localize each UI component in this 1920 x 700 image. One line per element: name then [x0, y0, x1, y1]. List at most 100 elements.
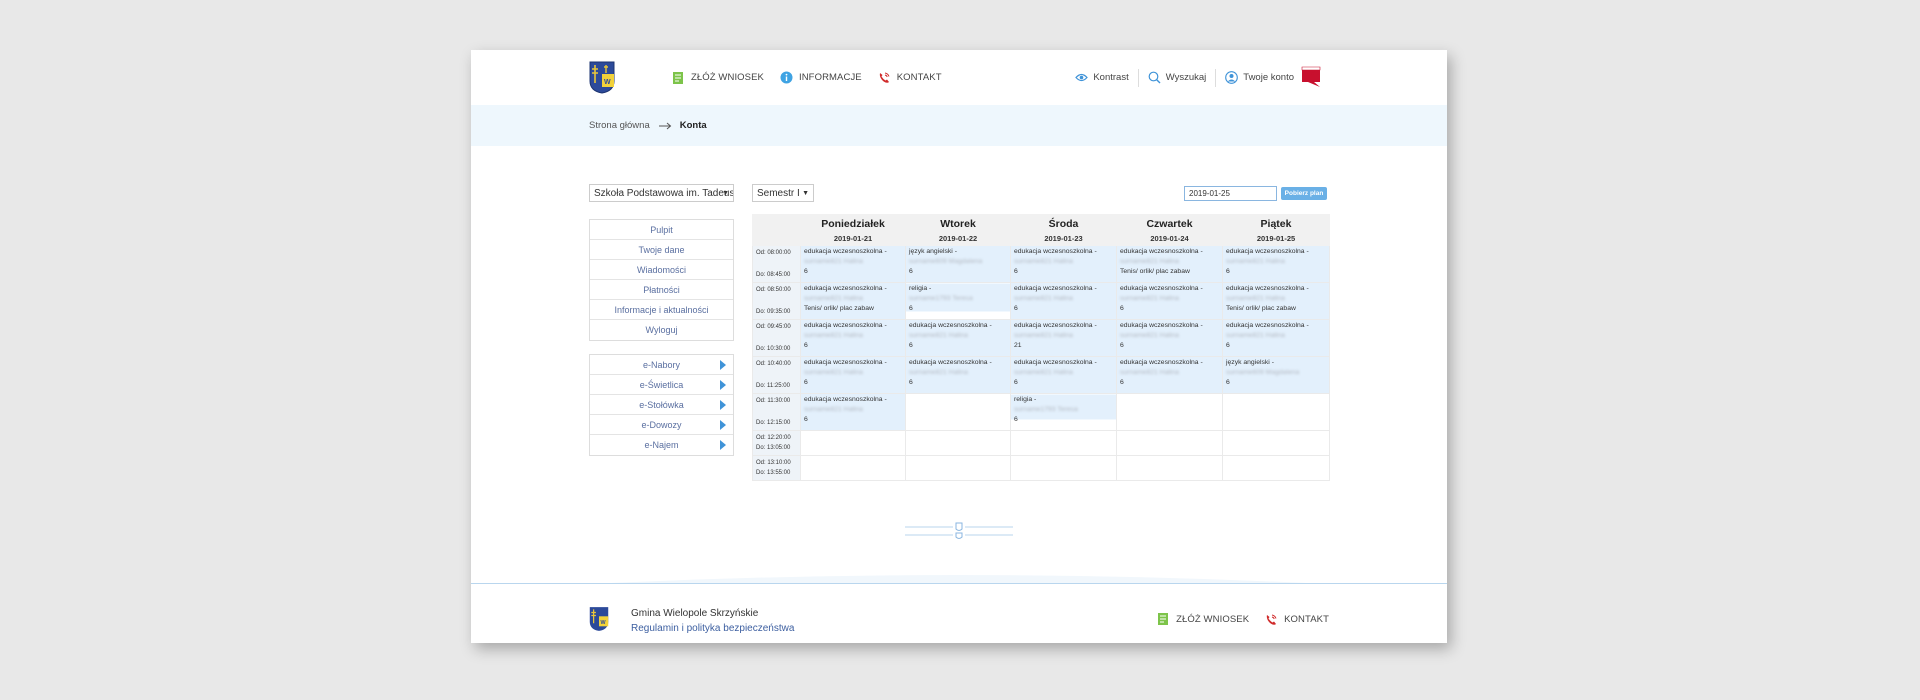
lesson-teacher: surname821 Halina	[804, 406, 863, 413]
time-to: Do: 09:35:00	[756, 309, 791, 315]
account-menu: Pulpit Twoje dane Wiadomości Płatności I…	[589, 219, 734, 341]
menu-item-platnosci[interactable]: Płatności	[590, 280, 733, 300]
lesson-teacher: surname821 Halina	[804, 258, 863, 265]
lesson-cell: edukacja wczesnoszkolna - surname821 Hali…	[1116, 356, 1223, 394]
nav-informacje[interactable]: INFORMACJE	[780, 71, 862, 84]
lesson-cell: edukacja wczesnoszkolna - surname821 Hali…	[1222, 319, 1330, 357]
lesson-cell: edukacja wczesnoszkolna - surname821 Hali…	[800, 393, 906, 431]
footer-kontakt[interactable]: KONTAKT	[1265, 613, 1329, 626]
coat-of-arms-logo[interactable]: W	[589, 61, 615, 94]
lesson-room: 6	[1120, 342, 1124, 349]
lesson-subject: edukacja wczesnoszkolna -	[804, 396, 887, 403]
module-e-stolowka[interactable]: e-Stołówka	[590, 395, 733, 415]
info-icon	[780, 71, 793, 84]
nav-zloz-wniosek[interactable]: ZŁÓŻ WNIOSEK	[672, 71, 764, 85]
lesson-teacher: surname821 Halina	[1014, 332, 1073, 339]
timetable-body: Od: 08:00:00 Do: 08:45:00 edukacja wczesno…	[752, 245, 1330, 481]
lesson-room: 6	[1226, 342, 1230, 349]
svg-text:W: W	[604, 79, 611, 86]
lesson-teacher: surname609 Magdalena	[909, 258, 983, 265]
menu-item-wyloguj[interactable]: Wyloguj	[645, 325, 678, 335]
lesson-room: 6	[804, 342, 808, 349]
main-nav: ZŁÓŻ WNIOSEK INFORMACJE KONTAKT	[672, 50, 942, 105]
day-name: Wtorek	[940, 218, 976, 230]
page: W ZŁÓŻ WNIOSEK INFORMACJE	[471, 50, 1447, 643]
fetch-plan-button[interactable]: Pobierz plan	[1281, 187, 1327, 200]
lesson-room: 6	[909, 379, 913, 386]
time-to: Do: 12:15:00	[756, 420, 791, 426]
triangle-right-icon	[720, 420, 726, 430]
time-from: Od: 08:00:00	[756, 250, 791, 256]
lesson-subject: edukacja wczesnoszkolna -	[804, 322, 887, 329]
empty-cell	[905, 393, 1011, 431]
empty-cell	[1222, 455, 1330, 481]
triangle-right-icon	[720, 380, 726, 390]
school-select[interactable]: Szkoła Podstawowa im. Tadeusza ▼	[589, 184, 734, 202]
time-from: Od: 12:20:00	[756, 435, 791, 441]
phone-icon	[879, 72, 890, 83]
modules-menu: e-Nabory e-Świetlica e-Stołówka e-Dowozy…	[589, 354, 734, 456]
semester-select[interactable]: Semestr I ▼	[752, 184, 814, 202]
eye-icon	[1075, 73, 1089, 82]
empty-cell	[1116, 430, 1223, 456]
school-select-value: Szkoła Podstawowa im. Tadeusza	[594, 187, 734, 199]
phone-icon	[1266, 614, 1277, 625]
module-label: e-Dowozy	[641, 419, 682, 430]
empty-cell	[1222, 393, 1330, 431]
module-e-nabory[interactable]: e-Nabory	[590, 355, 733, 375]
menu-item-informacje[interactable]: Informacje i aktualności	[590, 300, 733, 320]
module-e-najem[interactable]: e-Najem	[590, 435, 733, 455]
lesson-room: 6	[1014, 268, 1018, 275]
footer-policy-link[interactable]: Regulamin i polityka bezpieczeństwa	[631, 623, 795, 634]
lesson-room: 6	[1014, 416, 1018, 423]
triangle-right-icon	[720, 400, 726, 410]
lesson-subject: edukacja wczesnoszkolna -	[1014, 248, 1097, 255]
date-input[interactable]: 2019-01-25	[1184, 186, 1277, 201]
divider-ornament	[905, 522, 1013, 539]
module-e-swietlica[interactable]: e-Świetlica	[590, 375, 733, 395]
footer-text: Gmina Wielopole Skrzyńskie Regulamin i p…	[631, 608, 794, 634]
time-from: Od: 11:30:00	[756, 398, 791, 404]
menu-item-twoje-dane[interactable]: Twoje dane	[590, 240, 733, 260]
day-date: 2019-01-25	[1256, 234, 1296, 243]
lesson-cell: edukacja wczesnoszkolna - surname821 Hali…	[1116, 245, 1223, 283]
lesson-subject: język angielski -	[909, 248, 957, 255]
time-to: Do: 08:45:00	[756, 272, 791, 278]
caret-down-icon: ▼	[802, 190, 809, 197]
lesson-room: 6	[1226, 379, 1230, 386]
nav-zloz-wniosek-label: ZŁÓŻ WNIOSEK	[691, 72, 764, 83]
breadcrumb-home[interactable]: Strona główna	[589, 120, 650, 131]
lesson-room: 6	[804, 416, 808, 423]
semester-select-value: Semestr I	[757, 187, 800, 199]
day-header: Czwartek 2019-01-24	[1116, 214, 1223, 246]
account-link[interactable]: Twoje konto	[1216, 69, 1303, 87]
menu-item-pulpit[interactable]: Pulpit	[590, 220, 733, 240]
document-plus-icon	[673, 71, 683, 84]
caret-down-icon: ▼	[722, 190, 729, 197]
module-e-dowozy[interactable]: e-Dowozy	[590, 415, 733, 435]
day-name: Czwartek	[1146, 218, 1193, 230]
bip-logo[interactable]: bip	[1300, 65, 1322, 89]
module-label: e-Najem	[644, 440, 679, 450]
coat-of-arms-logo[interactable]: W	[589, 606, 609, 632]
contrast-toggle[interactable]: Kontrast	[1066, 68, 1139, 87]
lesson-room: 6	[1120, 305, 1124, 312]
lesson-room: 6	[804, 379, 808, 386]
lesson-subject: religia -	[909, 285, 932, 292]
time-to: Do: 11:25:00	[756, 383, 790, 389]
day-date: 2019-01-24	[1150, 234, 1189, 243]
menu-item-wiadomosci[interactable]: Wiadomości	[590, 260, 733, 280]
lesson-room: 6	[804, 268, 808, 275]
nav-kontakt[interactable]: KONTAKT	[878, 71, 942, 84]
lesson-cell: edukacja wczesnoszkolna - surname821 Hali…	[1010, 319, 1117, 357]
lesson-subject: edukacja wczesnoszkolna -	[1014, 285, 1097, 292]
timetable: Poniedziałek 2019-01-21 Wtorek 2019-01-22 …	[752, 214, 1330, 481]
search-button[interactable]: Wyszukaj	[1139, 68, 1217, 87]
lesson-teacher: surname1793 Teresa	[909, 295, 973, 302]
empty-cell	[1010, 455, 1117, 481]
footer-zloz-wniosek[interactable]: ZŁÓŻ WNIOSEK	[1157, 612, 1249, 626]
lesson-subject: język angielski -	[1226, 359, 1274, 366]
lesson-teacher: surname821 Halina	[1226, 258, 1285, 265]
footer-wave	[591, 575, 1327, 584]
empty-cell	[905, 430, 1011, 456]
